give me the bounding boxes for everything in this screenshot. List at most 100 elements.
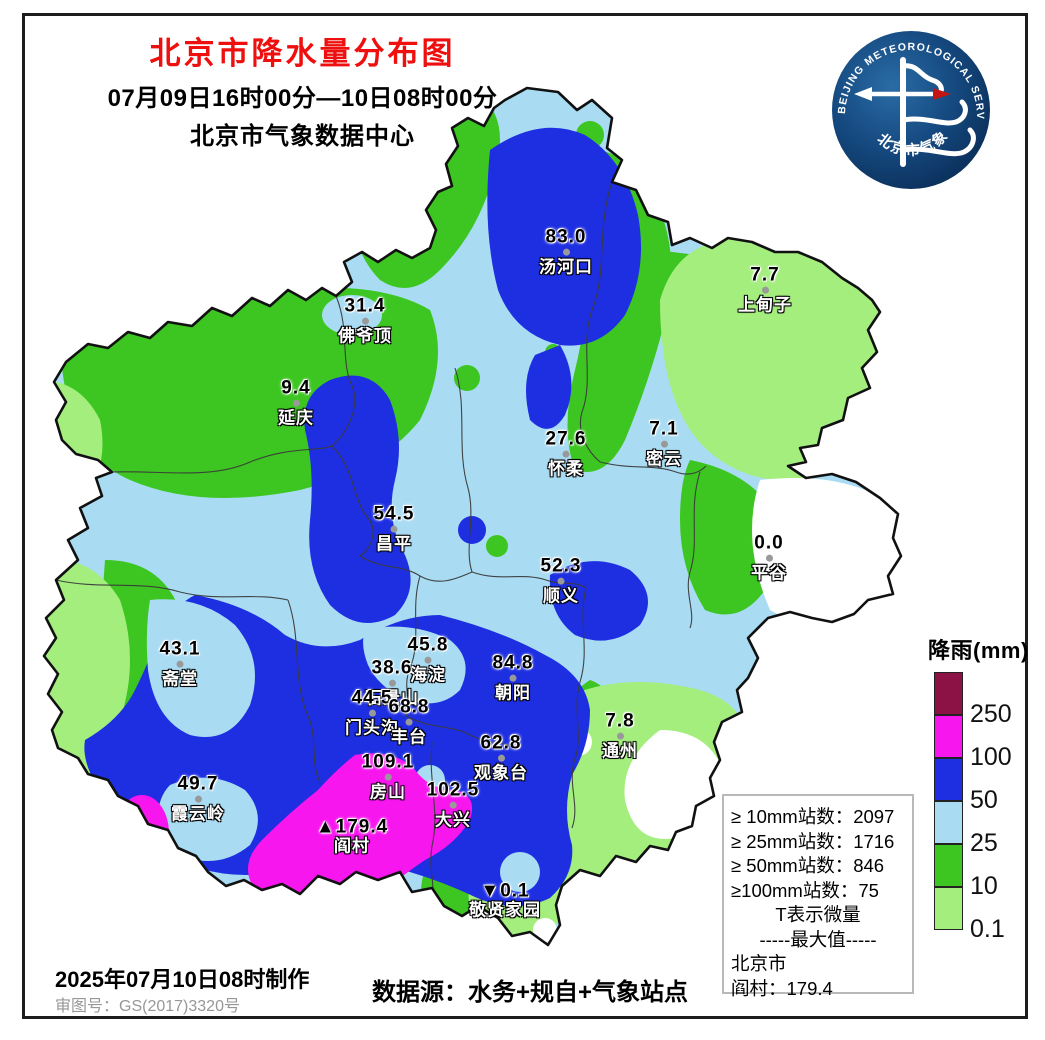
- rainfall-legend: 降雨(mm) 250 100 50 25 10 0.1: [928, 633, 1040, 943]
- station-value: 38.6: [371, 657, 413, 679]
- station-value: 102.5: [426, 779, 480, 801]
- station-name: 平谷: [751, 564, 787, 584]
- legend-color-swatch: [934, 801, 963, 845]
- legend-item: 0.1: [934, 887, 1040, 943]
- legend-item: 100: [934, 715, 1040, 771]
- station-name: 怀柔: [547, 460, 584, 480]
- map-station: 68.8 丰台: [389, 697, 430, 748]
- station-value: 54.5: [373, 503, 415, 525]
- map-station: 52.3 顺义: [541, 556, 582, 607]
- map-station: 38.6 石景山: [365, 657, 419, 707]
- station-dot-icon: [562, 451, 570, 459]
- station-value: 109.1: [361, 751, 415, 773]
- map-station: 44.5 门头沟: [345, 687, 399, 739]
- map-station: 45.8 海淀: [407, 634, 449, 684]
- time-range-subtitle: 07月09日16时00分—10日08时00分: [107, 85, 498, 112]
- legend-color-swatch: [934, 715, 963, 759]
- district-boundaries: [55, 181, 707, 903]
- stats-line: ≥ 10mm站数：2097: [731, 806, 895, 827]
- station-value: 31.4: [344, 295, 386, 317]
- station-dot-icon: [509, 675, 517, 683]
- station-name: 通州: [602, 742, 638, 762]
- map-station: 83.0 汤河口: [539, 227, 593, 278]
- legend-item: 50: [934, 758, 1040, 814]
- map-station: 84.8 朝阳: [492, 652, 534, 704]
- station-value: 84.8: [492, 652, 534, 674]
- map-station: 54.5 昌平: [373, 503, 415, 555]
- station-name: 汤河口: [539, 258, 593, 278]
- legend-color-swatch: [934, 672, 963, 716]
- map-station: 102.5 大兴: [426, 779, 480, 831]
- station-value: ▼0.1: [480, 880, 530, 902]
- stats-line: 北京市: [731, 953, 787, 974]
- legend-threshold-label: 25: [970, 829, 998, 857]
- legend-item: 25: [934, 801, 1040, 857]
- stats-line: -----最大值-----: [759, 928, 877, 950]
- station-dot-icon: [616, 733, 624, 741]
- legend-threshold-label: 10: [970, 872, 998, 900]
- station-dot-icon: [557, 578, 565, 586]
- station-value: 27.6: [545, 428, 587, 450]
- legend-title: 降雨(mm): [928, 638, 1029, 663]
- station-name: 观象台: [474, 764, 528, 784]
- legend-color-swatch: [934, 887, 963, 931]
- station-name: 密云: [646, 450, 682, 470]
- station-name: 丰台: [390, 728, 427, 748]
- station-dot-icon: [176, 661, 184, 669]
- map-station: 49.7 霞云岭: [171, 774, 225, 823]
- station-dot-icon: [292, 400, 300, 408]
- map-review-number: 审图号：GS(2017)3320号: [55, 998, 240, 1015]
- station-dot-icon: [497, 755, 505, 763]
- station-dot-icon: [194, 796, 202, 804]
- station-name: 顺义: [542, 587, 579, 607]
- station-dot-icon: [761, 287, 769, 295]
- station-value: 62.8: [480, 732, 522, 754]
- station-name: 阎村: [333, 836, 370, 856]
- station-dot-icon: [660, 441, 668, 449]
- map-station: 27.6 怀柔: [545, 428, 587, 480]
- map-header: 北京市降水量分布图 07月09日16时00分—10日08时00分 北京市气象数据…: [30, 28, 575, 151]
- station-dot-icon: [361, 318, 369, 326]
- station-value: 45.8: [407, 634, 449, 656]
- map-station: 9.4 延庆: [278, 377, 314, 429]
- map-station: 0.0 平谷: [751, 532, 787, 584]
- legend-threshold-label: 100: [970, 743, 1012, 771]
- station-value: 9.4: [281, 377, 311, 399]
- legend-color-swatch: [934, 844, 963, 888]
- station-value: 43.1: [159, 638, 201, 660]
- map-station: 109.1 房山: [361, 751, 415, 801]
- production-time: 2025年07月10日08时制作: [55, 967, 310, 992]
- station-name: 上甸子: [738, 296, 792, 316]
- station-name: 门头沟: [345, 719, 399, 739]
- stats-line: ≥100mm站数：75: [731, 879, 879, 901]
- station-name: 斋堂: [161, 670, 198, 690]
- map-station: 7.1 密云: [646, 419, 682, 470]
- legend-threshold-label: 50: [970, 786, 998, 814]
- station-dot-icon: [765, 555, 773, 563]
- station-name: 朝阳: [494, 684, 531, 704]
- station-dot-icon: [424, 657, 432, 665]
- station-dot-icon: [384, 774, 392, 782]
- map-station: 62.8 观象台: [474, 732, 528, 784]
- legend-color-swatch: [934, 758, 963, 802]
- station-dot-icon: [390, 526, 398, 534]
- legend-threshold-label: 250: [970, 700, 1012, 728]
- station-value: 0.0: [754, 532, 784, 554]
- beijing-outline: [42, 86, 903, 947]
- station-dot-icon: [449, 802, 457, 810]
- station-name: 延庆: [278, 409, 314, 429]
- stats-line: ≥ 50mm站数：846: [731, 855, 885, 876]
- map-station: ▼0.1 敬贤家园: [469, 881, 541, 919]
- station-statistics-box: ≥ 10mm站数：2097 ≥ 25mm站数：1716 ≥ 50mm站数：846 ≥1…: [722, 794, 914, 999]
- station-value: 7.8: [605, 710, 635, 732]
- station-value: 44.5: [351, 687, 393, 709]
- map-border-frame: [22, 13, 1028, 1019]
- station-name: 昌平: [375, 535, 412, 555]
- stats-line: T表示微量: [775, 904, 861, 925]
- station-name: 大兴: [434, 811, 471, 831]
- station-dot-icon: [368, 710, 376, 718]
- page-title: 北京市降水量分布图: [149, 36, 456, 71]
- map-station: ▲179.4 阎村: [316, 817, 388, 855]
- station-name: 佛爷顶: [338, 327, 392, 347]
